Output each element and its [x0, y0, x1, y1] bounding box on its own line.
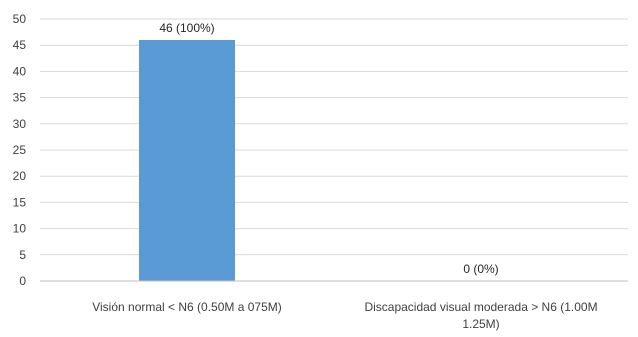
- category-label: 1.25M): [462, 317, 499, 331]
- gridlines: [40, 18, 628, 256]
- y-tick-label: 30: [13, 117, 27, 131]
- y-tick-label: 50: [13, 12, 27, 26]
- y-tick-label: 0: [19, 274, 26, 288]
- y-tick-label: 20: [13, 169, 27, 183]
- data-label: 46 (100%): [159, 21, 214, 35]
- bar: [139, 39, 235, 282]
- bars: [139, 39, 235, 282]
- y-tick-label: 25: [13, 143, 27, 157]
- category-label: Discapacidad visual moderada > N6 (1.00M: [364, 300, 597, 314]
- y-tick-label: 5: [19, 248, 26, 262]
- y-tick-label: 15: [13, 195, 27, 209]
- data-label: 0 (0%): [463, 262, 498, 276]
- data-labels: 46 (100%) 0 (0%): [159, 21, 498, 276]
- category-label: Visión normal < N6 (0.50M a 075M): [92, 300, 282, 314]
- y-axis-ticks: 0 5 10 15 20 25 30 35 40 45 50: [13, 12, 27, 288]
- y-tick-label: 10: [13, 222, 27, 236]
- y-tick-label: 45: [13, 38, 27, 52]
- category-labels: Visión normal < N6 (0.50M a 075M) Discapa…: [92, 300, 597, 331]
- y-tick-label: 35: [13, 91, 27, 105]
- y-tick-label: 40: [13, 64, 27, 78]
